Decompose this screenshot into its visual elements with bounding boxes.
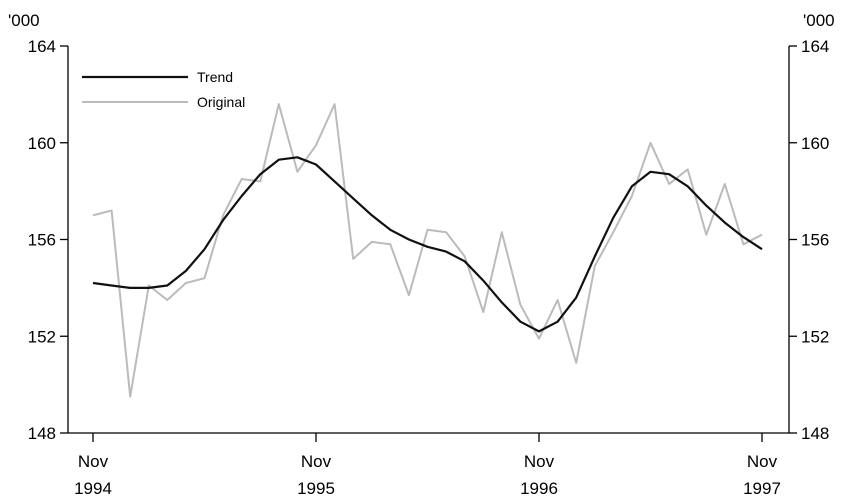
series-line-trend	[92, 156, 763, 333]
x-tick-label-month: Nov	[78, 452, 109, 471]
y-tick-label-right: 148	[801, 424, 829, 443]
x-tick-label-year: 1996	[520, 479, 558, 498]
y-tick-label-right: 156	[801, 231, 829, 250]
x-ticks: Nov 1994 Nov 1995 Nov 1996 Nov 1997	[74, 433, 781, 498]
x-tick-label-month: Nov	[747, 452, 778, 471]
y-tick-label-left: 152	[28, 327, 56, 346]
y-tick-label-right: 152	[801, 327, 829, 346]
series-lines	[92, 103, 763, 398]
y-tick-label-right: 160	[801, 134, 829, 153]
x-tick-label-month: Nov	[524, 452, 555, 471]
x-tick-label-year: 1997	[743, 479, 781, 498]
x-tick-label-year: 1995	[297, 479, 335, 498]
y-tick-label-right: 164	[801, 37, 829, 56]
y-tick-label-left: 156	[28, 231, 56, 250]
y-tick-label-left: 160	[28, 134, 56, 153]
y-ticks: 148 148 152 152 156 156 160 160 164 164	[28, 37, 830, 443]
legend: Trend Original	[82, 69, 245, 110]
legend-label-original: Original	[197, 94, 245, 110]
x-tick-label-month: Nov	[301, 452, 332, 471]
left-axis-unit: '000	[8, 11, 40, 30]
right-axis-unit: '000	[803, 11, 835, 30]
series-line-original	[92, 103, 763, 398]
x-tick-label-year: 1994	[74, 479, 112, 498]
legend-label-trend: Trend	[197, 69, 233, 85]
y-tick-label-left: 148	[28, 424, 56, 443]
y-tick-label-left: 164	[28, 37, 56, 56]
